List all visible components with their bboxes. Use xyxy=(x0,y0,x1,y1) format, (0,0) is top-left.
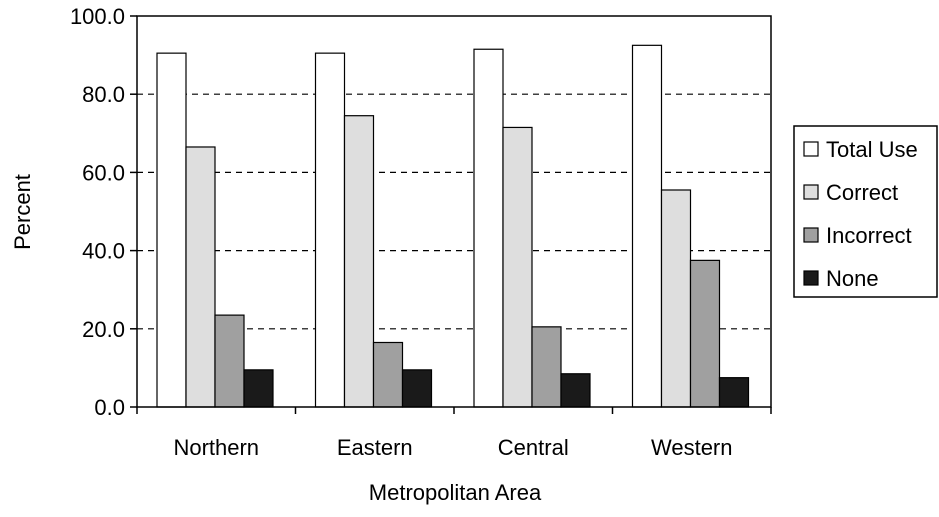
x-tick-label: Central xyxy=(498,435,569,460)
legend-label-total-use: Total Use xyxy=(826,137,918,162)
bar-incorrect-eastern xyxy=(372,341,404,408)
bar-incorrect-western xyxy=(689,259,721,408)
legend: Total Use Correct Incorrect None xyxy=(793,125,938,298)
y-axis-label: Percent xyxy=(10,174,35,250)
bar-correct-central xyxy=(502,126,533,408)
bar-none-central xyxy=(560,373,591,408)
bar-total-use-western xyxy=(631,44,663,408)
y-tick-label: 60.0 xyxy=(82,160,125,185)
bar-correct-western xyxy=(660,189,692,408)
bar-total-use-central xyxy=(473,48,504,408)
y-tick-label: 40.0 xyxy=(82,239,125,264)
x-tick-label: Northern xyxy=(173,435,259,460)
bar-none-eastern xyxy=(401,369,433,408)
legend-label-incorrect: Incorrect xyxy=(826,223,912,248)
legend-swatch-total-use xyxy=(803,141,819,157)
legend-swatch-none xyxy=(803,270,819,286)
x-axis-label: Metropolitan Area xyxy=(369,480,542,505)
bar-correct-northern xyxy=(185,146,216,408)
legend-label-none: None xyxy=(826,266,879,291)
legend-label-correct: Correct xyxy=(826,180,898,205)
y-tick-label: 20.0 xyxy=(82,317,125,342)
legend-swatch-incorrect xyxy=(803,227,819,243)
y-tick-label: 0.0 xyxy=(94,395,125,420)
legend-swatch-correct xyxy=(803,184,819,200)
bar-incorrect-northern xyxy=(214,314,245,408)
bar-none-northern xyxy=(243,369,274,408)
x-tick-label: Eastern xyxy=(337,435,413,460)
bar-correct-eastern xyxy=(343,115,375,408)
plot-frame xyxy=(136,15,772,408)
bar-incorrect-central xyxy=(531,326,562,408)
y-tick-label: 100.0 xyxy=(70,4,125,29)
bars xyxy=(156,44,750,408)
y-tick-label: 80.0 xyxy=(82,82,125,107)
bar-none-western xyxy=(718,377,750,408)
bar-total-use-eastern xyxy=(314,52,346,408)
bar-total-use-northern xyxy=(156,52,187,408)
tick-labels: 0.0 20.0 40.0 60.0 80.0 100.0 Northern Eastern C… xyxy=(70,4,733,460)
axes xyxy=(130,15,772,414)
x-tick-label: Western xyxy=(651,435,733,460)
